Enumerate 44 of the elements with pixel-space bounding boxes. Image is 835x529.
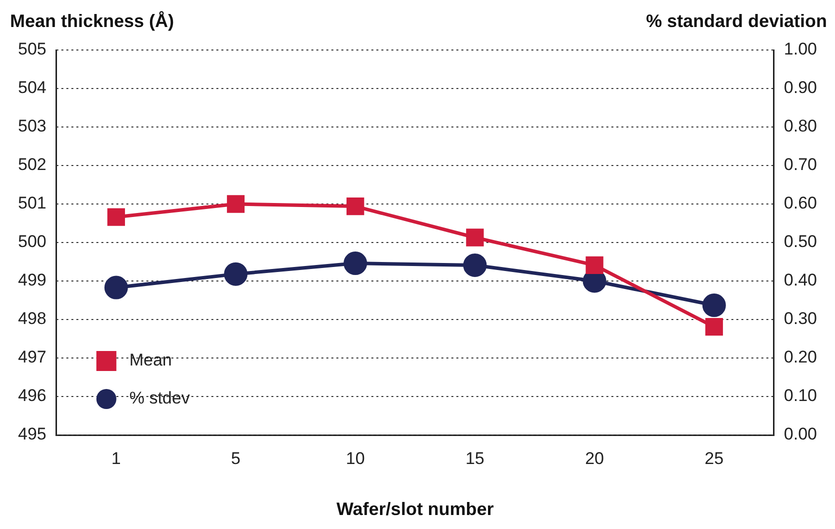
point: [705, 318, 723, 336]
y-tick-label: 499: [18, 270, 46, 290]
y-tick-label: 504: [18, 78, 46, 98]
point: [344, 252, 368, 276]
y-tick-label: 505: [18, 40, 46, 59]
x-tick-label: 25: [704, 448, 724, 468]
y2-axis-title: % standard deviation: [646, 10, 827, 31]
point: [224, 262, 248, 286]
y2-tick-label: 0.00: [784, 424, 818, 444]
y-tick-label: 497: [18, 348, 46, 367]
x-tick-label: 20: [585, 448, 604, 468]
y2-tick-label: 0.90: [784, 78, 818, 98]
y-tick-label: 496: [18, 386, 46, 406]
legend-label: Mean: [129, 350, 172, 370]
y2-tick-label: 0.50: [784, 232, 818, 252]
point: [107, 208, 125, 226]
y2-tick-label: 0.20: [784, 348, 818, 367]
y-tick-label: 498: [18, 309, 46, 328]
x-tick-label: 15: [465, 448, 484, 468]
y2-tick-label: 0.70: [784, 155, 818, 174]
y2-tick-label: 0.30: [784, 309, 818, 328]
point: [104, 276, 128, 300]
y2-tick-label: 1.00: [784, 40, 818, 59]
point: [466, 228, 484, 246]
y-tick-label: 502: [18, 155, 46, 174]
y2-tick-label: 0.80: [784, 116, 818, 136]
y-tick-label: 503: [18, 116, 46, 136]
x-tick-label: 1: [111, 448, 121, 468]
legend-label: % stdev: [129, 388, 190, 408]
point: [586, 256, 604, 274]
y-axis-title: Mean thickness (Å): [10, 10, 174, 31]
y2-tick-label: 0.40: [784, 270, 818, 290]
y-tick-label: 501: [18, 194, 46, 213]
y-tick-label: 500: [18, 232, 46, 252]
y2-tick-label: 0.60: [784, 194, 818, 213]
x-axis-title: Wafer/slot number: [336, 499, 494, 520]
y2-tick-label: 0.10: [784, 386, 818, 406]
point: [226, 195, 245, 213]
x-tick-label: 10: [346, 448, 365, 468]
point: [702, 294, 726, 318]
point: [346, 197, 364, 216]
y-tick-label: 495: [18, 424, 46, 444]
point: [463, 253, 487, 277]
x-tick-label: 5: [231, 448, 240, 468]
